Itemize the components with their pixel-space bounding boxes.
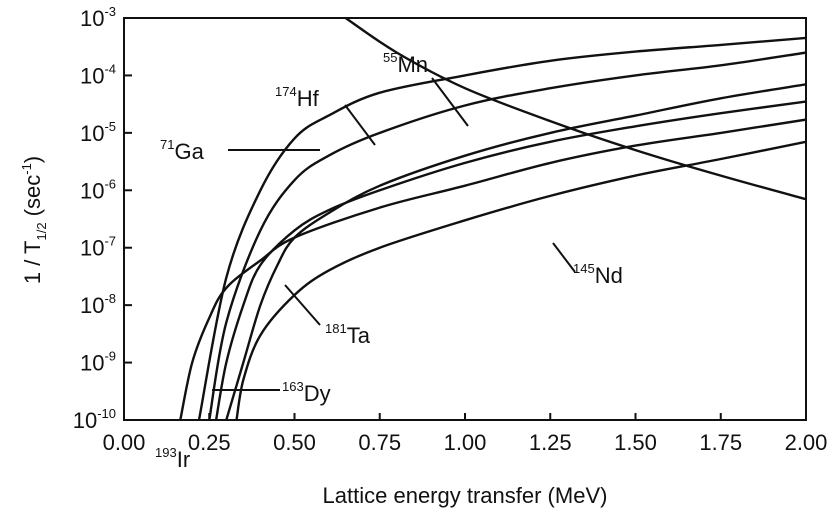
series-curves <box>179 18 806 420</box>
leader-174Hf <box>344 104 376 146</box>
label-174Hf: 174Hf <box>275 84 320 111</box>
y-axis-title-suffix: ) <box>20 156 45 163</box>
series-line-55Mn <box>344 18 806 201</box>
y-axis-title-sub: 1/2 <box>34 222 49 240</box>
y-tick-label: 10-3 <box>80 4 116 31</box>
series-line-163Dy <box>214 100 806 420</box>
y-tick-label: 10-5 <box>80 119 116 146</box>
x-tick-label: 1.75 <box>699 430 742 455</box>
x-tick-label: 0.75 <box>358 430 401 455</box>
y-tick-label: 10-10 <box>73 406 116 433</box>
x-tick-label: 0.25 <box>188 430 231 455</box>
leader-181Ta <box>284 284 321 326</box>
y-axis-ticks: 10-3 10-4 10-5 10-6 10-7 10-8 10-9 10-10 <box>73 4 132 433</box>
y-tick-label: 10-6 <box>80 176 116 203</box>
series-line-145Nd <box>235 140 806 420</box>
series-line-181Ta <box>225 83 806 420</box>
annotation-leaders <box>212 77 576 391</box>
y-tick-label: 10-4 <box>80 61 116 88</box>
x-tick-label: 2.00 <box>785 430 828 455</box>
label-71Ga: 71Ga <box>160 137 205 164</box>
series-line-71Ga <box>208 51 806 420</box>
y-axis-title: 1 / T1/2 (sec-1) <box>19 156 49 284</box>
y-tick-label: 10-8 <box>80 291 116 318</box>
x-tick-label: 0.50 <box>273 430 316 455</box>
series-line-174Hf <box>197 36 806 420</box>
y-tick-label: 10-9 <box>80 349 116 376</box>
x-axis-ticks: 0.00 0.25 0.50 0.75 1.00 1.25 1.50 1.75 2.00 <box>103 413 828 455</box>
x-tick-label: 1.50 <box>614 430 657 455</box>
annotation-labels: 55Mn 174Hf 71Ga 193Ir 163Dy 181Ta 145Nd <box>155 50 623 472</box>
y-axis-title-sup: -1 <box>19 163 34 175</box>
x-tick-label: 1.00 <box>444 430 487 455</box>
y-tick-label: 10-7 <box>80 234 116 261</box>
leader-145Nd <box>552 242 576 273</box>
y-axis-title-prefix: 1 / T <box>20 241 45 285</box>
x-tick-label: 1.25 <box>529 430 572 455</box>
label-145Nd: 145Nd <box>573 261 623 288</box>
leader-55Mn <box>431 77 469 127</box>
series-line-193Ir <box>179 118 806 420</box>
y-axis-title-mid: (sec <box>20 175 45 223</box>
label-55Mn: 55Mn <box>383 50 428 77</box>
x-axis-title: Lattice energy transfer (MeV) <box>323 483 608 508</box>
label-193Ir: 193Ir <box>155 445 190 472</box>
label-163Dy: 163Dy <box>282 379 331 406</box>
x-tick-label: 0.00 <box>103 430 146 455</box>
label-181Ta: 181Ta <box>325 321 371 348</box>
